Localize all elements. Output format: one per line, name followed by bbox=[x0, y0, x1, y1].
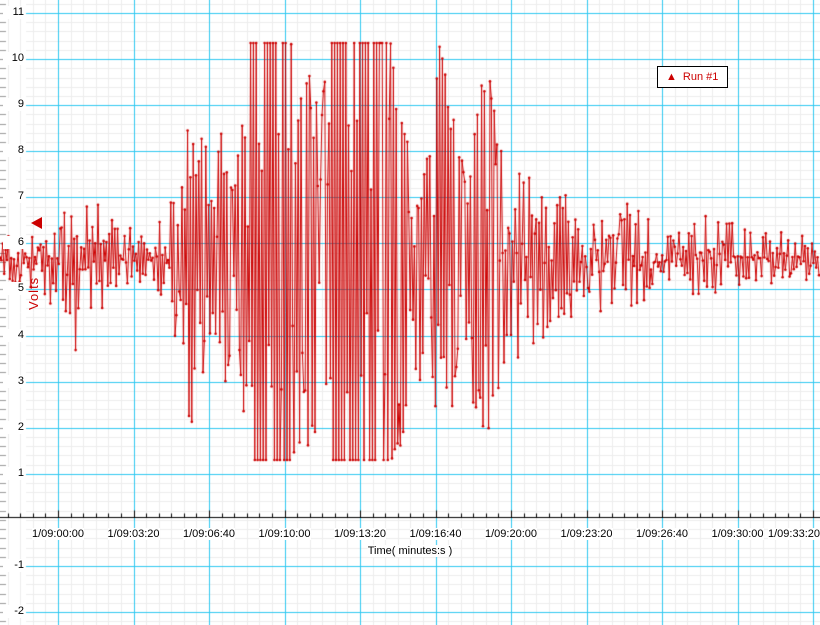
legend-box[interactable]: ▲ Run #1 bbox=[657, 66, 729, 88]
y-tick-label: 5 bbox=[3, 282, 25, 296]
y-tick-label: 9 bbox=[3, 98, 25, 112]
x-tick-label: 1/09:20:00 bbox=[485, 528, 537, 540]
y-tick-label: 8 bbox=[3, 144, 25, 158]
legend-label: Run #1 bbox=[682, 71, 719, 83]
y-tick-label: 6 bbox=[3, 236, 25, 250]
y-tick-label: 1 bbox=[3, 466, 25, 480]
x-tick-label: 1/09:13:20 bbox=[334, 528, 386, 540]
x-tick-label: 1/09:30:00 bbox=[711, 528, 764, 540]
y-tick-label: -1 bbox=[3, 558, 25, 572]
y-tick-label: 10 bbox=[3, 52, 25, 66]
y-tick-label: 4 bbox=[3, 328, 25, 342]
x-tick-label: 1/09:33:20 bbox=[768, 528, 820, 540]
x-axis-title: Time( minutes:s ) bbox=[367, 545, 453, 557]
y-tick-label: 7 bbox=[3, 190, 25, 204]
x-tick-label: 1/09:03:20 bbox=[107, 528, 160, 540]
x-tick-label: 1/09:10:00 bbox=[258, 528, 311, 540]
x-tick-label: 1/09:26:40 bbox=[636, 528, 688, 540]
x-tick-label: 1/09:00:00 bbox=[32, 528, 84, 540]
y-tick-label: 2 bbox=[3, 420, 25, 434]
y-tick-label: 11 bbox=[3, 6, 25, 19]
channel-level-marker-icon[interactable] bbox=[31, 217, 42, 229]
y-tick-label: -2 bbox=[3, 605, 25, 619]
x-tick-label: 1/09:06:40 bbox=[183, 528, 235, 540]
x-tick-label: 1/09:23:20 bbox=[560, 528, 613, 540]
x-tick-label: 1/09:16:40 bbox=[409, 528, 462, 540]
legend-triangle-icon: ▲ bbox=[666, 70, 677, 83]
y-tick-label: 3 bbox=[3, 374, 25, 388]
